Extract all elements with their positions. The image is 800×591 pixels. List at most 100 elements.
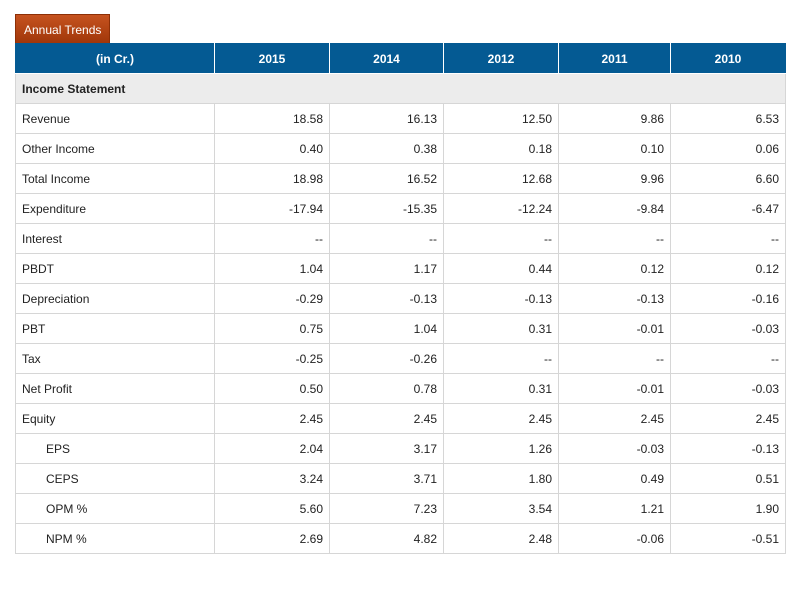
cell-value: -0.13	[329, 283, 444, 314]
cell-value: --	[329, 223, 444, 254]
cell-value: 9.96	[558, 163, 671, 194]
cell-value: 0.31	[443, 373, 559, 404]
cell-value: 1.80	[443, 463, 559, 494]
cell-value: --	[443, 223, 559, 254]
row-label: Revenue	[15, 103, 215, 134]
row-label: Expenditure	[15, 193, 215, 224]
row-label: CEPS	[15, 463, 215, 494]
cell-value: 0.31	[443, 313, 559, 344]
table-row: NPM % 2.69 4.82 2.48 -0.06 -0.51	[15, 523, 786, 554]
cell-value: 12.50	[443, 103, 559, 134]
cell-value: -6.47	[670, 193, 786, 224]
row-label: Net Profit	[15, 373, 215, 404]
header-year: 2012	[443, 43, 559, 74]
cell-value: 2.04	[214, 433, 330, 464]
table-row: OPM % 5.60 7.23 3.54 1.21 1.90	[15, 493, 786, 524]
cell-value: 1.90	[670, 493, 786, 524]
section-row: Income Statement	[15, 73, 786, 104]
row-label: PBT	[15, 313, 215, 344]
tab-bar: Annual Trends	[15, 14, 111, 44]
cell-value: 3.17	[329, 433, 444, 464]
table-row: Depreciation -0.29 -0.13 -0.13 -0.13 -0.16	[15, 283, 786, 314]
cell-value: 0.51	[670, 463, 786, 494]
cell-value: --	[214, 223, 330, 254]
cell-value: 0.78	[329, 373, 444, 404]
table-row: Revenue 18.58 16.13 12.50 9.86 6.53	[15, 103, 786, 134]
row-label: Other Income	[15, 133, 215, 164]
cell-value: 0.49	[558, 463, 671, 494]
cell-value: 1.04	[214, 253, 330, 284]
cell-value: 12.68	[443, 163, 559, 194]
cell-value: 1.21	[558, 493, 671, 524]
table-row: PBDT 1.04 1.17 0.44 0.12 0.12	[15, 253, 786, 284]
table-row: Tax -0.25 -0.26 -- -- --	[15, 343, 786, 374]
table-row: Equity 2.45 2.45 2.45 2.45 2.45	[15, 403, 786, 434]
row-label: Total Income	[15, 163, 215, 194]
cell-value: 18.98	[214, 163, 330, 194]
header-unit: (in Cr.)	[15, 43, 215, 74]
cell-value: 2.45	[670, 403, 786, 434]
cell-value: -9.84	[558, 193, 671, 224]
cell-value: -0.01	[558, 313, 671, 344]
cell-value: 16.13	[329, 103, 444, 134]
cell-value: 9.86	[558, 103, 671, 134]
row-label: Depreciation	[15, 283, 215, 314]
header-row: (in Cr.) 2015 2014 2012 2011 2010	[15, 43, 786, 74]
cell-value: -17.94	[214, 193, 330, 224]
annual-trends-table-container: (in Cr.) 2015 2014 2012 2011 2010 Income…	[15, 43, 786, 554]
cell-value: -0.25	[214, 343, 330, 374]
cell-value: 0.10	[558, 133, 671, 164]
cell-value: 0.38	[329, 133, 444, 164]
cell-value: 18.58	[214, 103, 330, 134]
cell-value: -12.24	[443, 193, 559, 224]
row-label: Equity	[15, 403, 215, 434]
cell-value: 16.52	[329, 163, 444, 194]
cell-value: 3.71	[329, 463, 444, 494]
cell-value: 0.12	[670, 253, 786, 284]
cell-value: -15.35	[329, 193, 444, 224]
cell-value: 3.24	[214, 463, 330, 494]
cell-value: -0.13	[443, 283, 559, 314]
table-row: EPS 2.04 3.17 1.26 -0.03 -0.13	[15, 433, 786, 464]
cell-value: 0.75	[214, 313, 330, 344]
cell-value: 4.82	[329, 523, 444, 554]
table-row: Interest -- -- -- -- --	[15, 223, 786, 254]
row-label: Interest	[15, 223, 215, 254]
cell-value: 1.26	[443, 433, 559, 464]
cell-value: -0.03	[558, 433, 671, 464]
table-row: Net Profit 0.50 0.78 0.31 -0.01 -0.03	[15, 373, 786, 404]
cell-value: --	[670, 223, 786, 254]
table-row: Other Income 0.40 0.38 0.18 0.10 0.06	[15, 133, 786, 164]
cell-value: -0.13	[670, 433, 786, 464]
table-row: CEPS 3.24 3.71 1.80 0.49 0.51	[15, 463, 786, 494]
row-label: PBDT	[15, 253, 215, 284]
cell-value: 0.12	[558, 253, 671, 284]
cell-value: 2.45	[214, 403, 330, 434]
cell-value: -0.06	[558, 523, 671, 554]
cell-value: 2.45	[443, 403, 559, 434]
cell-value: --	[558, 223, 671, 254]
row-label: EPS	[15, 433, 215, 464]
cell-value: 0.50	[214, 373, 330, 404]
table-row: PBT 0.75 1.04 0.31 -0.01 -0.03	[15, 313, 786, 344]
cell-value: -0.13	[558, 283, 671, 314]
cell-value: -0.01	[558, 373, 671, 404]
cell-value: 2.45	[329, 403, 444, 434]
cell-value: --	[558, 343, 671, 374]
cell-value: 2.48	[443, 523, 559, 554]
row-label: OPM %	[15, 493, 215, 524]
row-label: NPM %	[15, 523, 215, 554]
cell-value: 6.60	[670, 163, 786, 194]
cell-value: -0.16	[670, 283, 786, 314]
tab-annual-trends[interactable]: Annual Trends	[15, 14, 111, 44]
row-label: Tax	[15, 343, 215, 374]
cell-value: 1.04	[329, 313, 444, 344]
section-title: Income Statement	[15, 73, 786, 104]
table-row: Total Income 18.98 16.52 12.68 9.96 6.60	[15, 163, 786, 194]
header-year: 2014	[329, 43, 444, 74]
cell-value: --	[670, 343, 786, 374]
table-row: Expenditure -17.94 -15.35 -12.24 -9.84 -6.47	[15, 193, 786, 224]
cell-value: -0.29	[214, 283, 330, 314]
cell-value: 1.17	[329, 253, 444, 284]
cell-value: 0.40	[214, 133, 330, 164]
